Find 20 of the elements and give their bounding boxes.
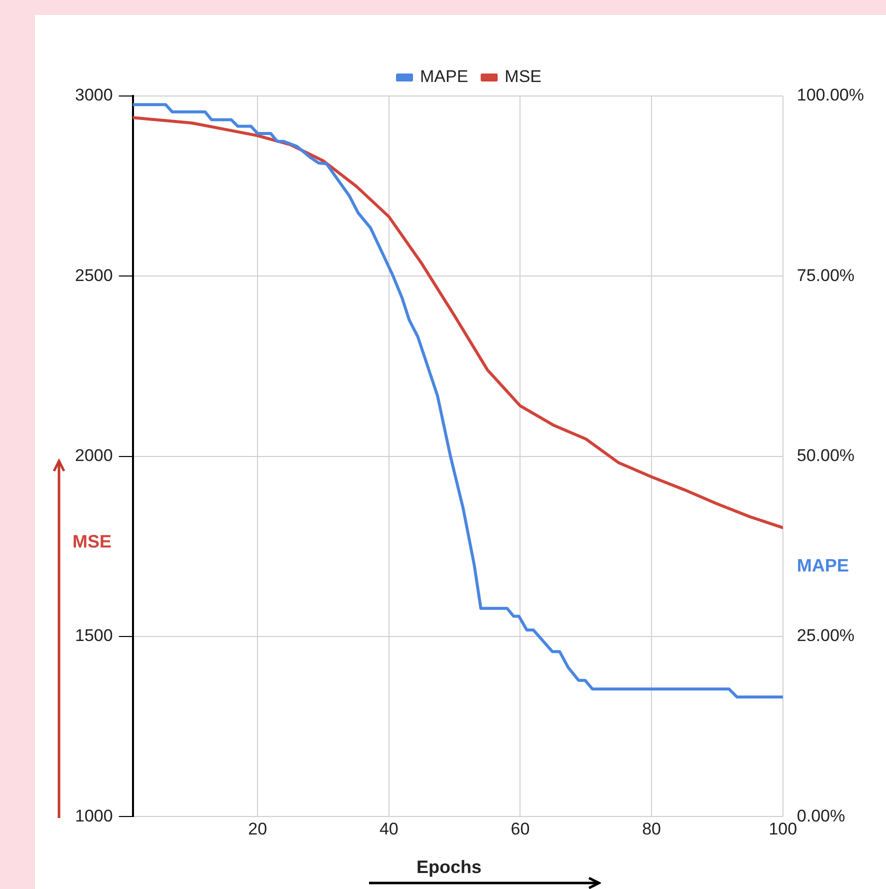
y2-tick-label: 0.00%	[796, 806, 846, 826]
x-tick-label: 40	[379, 819, 398, 838]
x-tick-label: 60	[510, 819, 530, 838]
y2-axis-title: MAPE	[796, 555, 849, 576]
legend-label: MSE	[504, 67, 542, 86]
x-tick-label: 20	[248, 819, 268, 838]
y2-tick-label: 100.00%	[796, 86, 864, 105]
y-tick-label: 3000	[74, 86, 113, 105]
y2-tick-label: 50.00%	[796, 446, 855, 465]
y-axis-title: MSE	[72, 531, 112, 552]
y-tick-label: 1000	[74, 806, 113, 826]
y-tick-label: 2000	[74, 446, 113, 465]
y-tick-label: 1500	[74, 626, 113, 646]
x-tick-label: 80	[642, 819, 662, 838]
y-tick-label: 2500	[74, 266, 113, 285]
x-axis-title: Epochs	[416, 856, 482, 877]
legend-label: MAPE	[420, 67, 468, 86]
y2-tick-label: 75.00%	[796, 266, 855, 285]
y2-tick-label: 25.00%	[796, 626, 855, 646]
x-tick-label: 100	[768, 819, 798, 838]
